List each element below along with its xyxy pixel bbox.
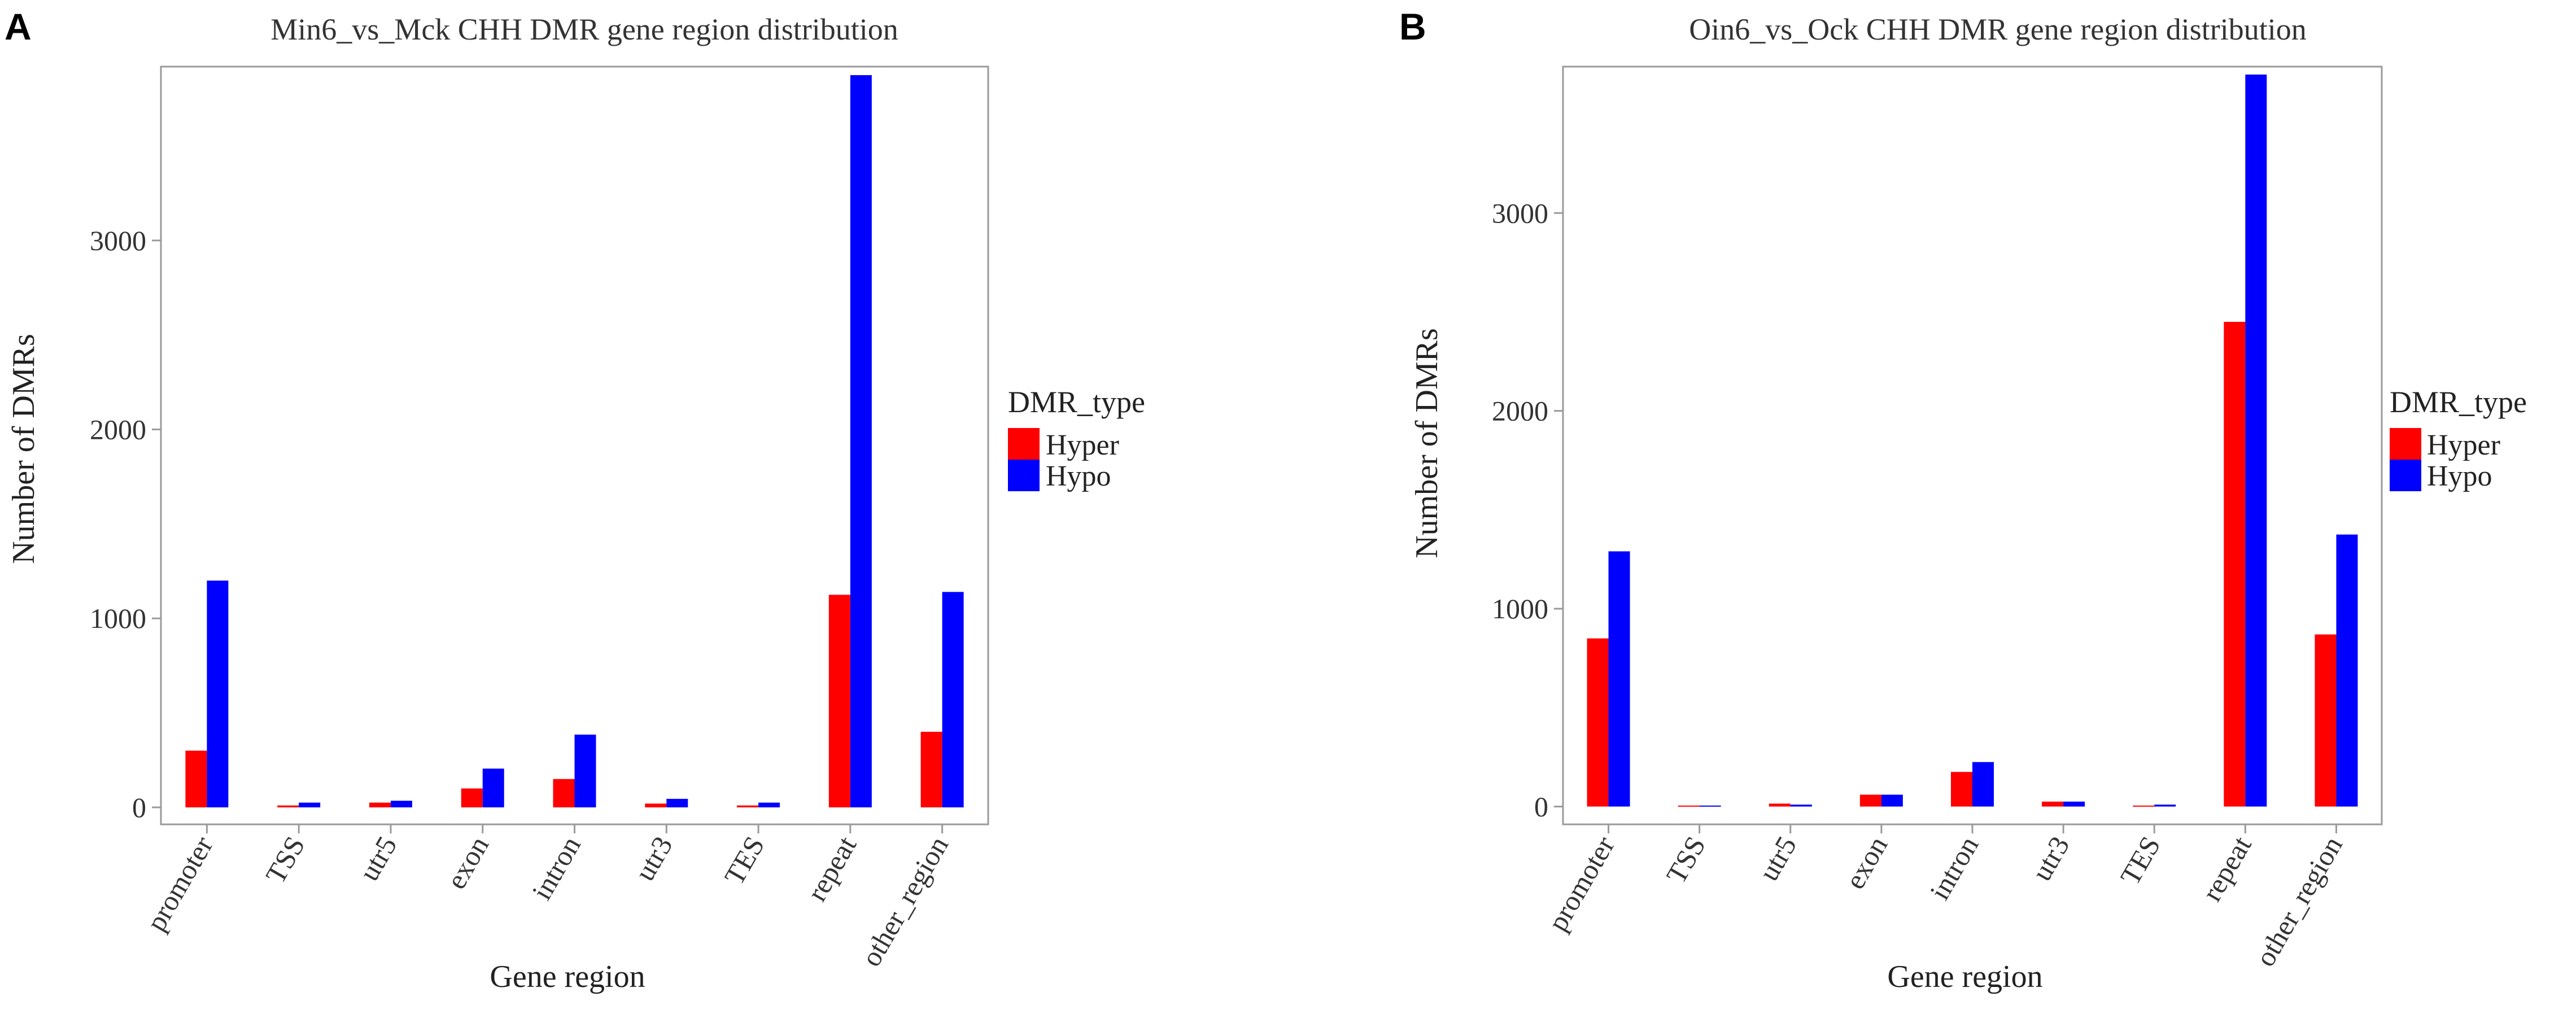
bar-hyper-repeat <box>828 595 850 807</box>
legend-swatch-hyper <box>2390 428 2421 460</box>
x-tick-label: TES <box>2114 831 2167 890</box>
bar-hyper-TSS <box>277 805 299 807</box>
legend-label-hyper: Hyper <box>2427 429 2500 461</box>
bar-hyper-utr3 <box>645 803 667 807</box>
bar-hypo-exon <box>482 768 504 807</box>
panel-letter: A <box>5 6 32 47</box>
x-tick-label: TES <box>718 831 771 890</box>
bar-hyper-intron <box>553 779 575 807</box>
x-axis: promoter TSS utr5 exon intron utr3 TES repeatot… <box>140 824 954 972</box>
y-tick-label: 2000 <box>90 414 146 445</box>
bar-hyper-utr3 <box>2042 801 2064 807</box>
legend: DMR_type Hyper Hypo <box>2390 385 2527 492</box>
x-tick-label: promoter <box>140 831 219 936</box>
y-tick-label: 1000 <box>1492 593 1548 624</box>
y-tick-label: 3000 <box>90 225 146 256</box>
bar-hypo-utr5 <box>390 801 412 807</box>
x-tick-label: other_region <box>2249 831 2348 972</box>
x-axis: promoter TSS utr5 exon intron utr3 TES repeatot… <box>1542 824 2348 972</box>
bar-hypo-TSS <box>1699 805 1721 807</box>
legend-title: DMR_type <box>2390 385 2527 419</box>
y-tick-label: 0 <box>132 792 146 823</box>
bar-hypo-TES <box>2154 804 2176 807</box>
bar-hyper-utr5 <box>1769 803 1791 807</box>
x-tick-label: intron <box>526 831 587 905</box>
bar-hypo-utr3 <box>666 798 688 807</box>
bar-hyper-other_region <box>920 732 942 807</box>
y-axis: 0 1000 2000 3000 <box>90 225 161 823</box>
x-tick-label: exon <box>440 831 495 894</box>
bar-hypo-utr5 <box>1790 804 1812 807</box>
x-tick-label: utr5 <box>1753 831 1803 886</box>
y-tick-label: 1000 <box>90 602 146 634</box>
bar-hypo-exon <box>1881 794 1903 807</box>
x-tick-label: repeat <box>2195 831 2258 906</box>
bar-hyper-promoter <box>185 750 207 807</box>
bar-hyper-exon <box>461 788 483 807</box>
chart-title: Min6_vs_Mck CHH DMR gene region distribu… <box>270 12 898 46</box>
x-tick-label: repeat <box>801 831 863 906</box>
bar-hyper-TSS <box>1678 805 1700 807</box>
x-axis-label: Gene region <box>490 959 645 994</box>
legend-title: DMR_type <box>1008 385 1145 419</box>
legend-swatch-hyper <box>1008 428 1040 460</box>
bar-hyper-other_region <box>2315 634 2337 807</box>
bar-hypo-intron <box>1972 762 1994 807</box>
bar-hyper-TES <box>737 805 759 807</box>
y-tick-label: 0 <box>1534 790 1548 822</box>
bar-hypo-promoter <box>1608 551 1630 807</box>
panel-a: A Min6_vs_Mck CHH DMR gene region distri… <box>5 6 1145 994</box>
x-tick-label: exon <box>1839 831 1893 894</box>
legend-swatch-hypo <box>2390 460 2421 491</box>
panel-letter: B <box>1399 6 1426 47</box>
bar-hypo-other_region <box>2336 534 2358 807</box>
bars <box>185 75 964 807</box>
bar-hypo-other_region <box>942 592 964 807</box>
bar-hypo-repeat <box>850 75 872 807</box>
x-tick-label: intron <box>1923 831 1984 905</box>
x-tick-label: utr5 <box>353 831 403 886</box>
x-tick-label: TSS <box>1660 831 1712 889</box>
x-tick-label: promoter <box>1542 831 1621 936</box>
bar-hyper-exon <box>1859 794 1881 807</box>
bar-hypo-utr3 <box>2063 801 2085 807</box>
y-axis: 0 1000 2000 3000 <box>1492 197 1563 822</box>
y-tick-label: 2000 <box>1492 395 1548 427</box>
bar-hyper-intron <box>1951 772 1972 807</box>
legend-label-hypo: Hypo <box>1046 460 1111 492</box>
legend-label-hyper: Hyper <box>1046 429 1119 461</box>
y-axis-label: Number of DMRs <box>6 334 41 564</box>
legend-swatch-hypo <box>1008 460 1040 491</box>
bar-hyper-repeat <box>2224 322 2246 807</box>
x-tick-label: TSS <box>259 831 311 889</box>
chart-title: Oin6_vs_Ock CHH DMR gene region distribu… <box>1689 12 2306 46</box>
x-tick-label: other_region <box>855 831 954 972</box>
bar-hypo-promoter <box>207 580 229 807</box>
bar-hyper-TES <box>2133 805 2155 807</box>
x-axis-label: Gene region <box>1887 959 2042 994</box>
legend: DMR_type Hyper Hypo <box>1008 385 1145 492</box>
bar-hyper-promoter <box>1587 638 1609 807</box>
bars <box>1587 75 2358 807</box>
bar-hypo-intron <box>574 735 596 807</box>
x-tick-label: utr3 <box>2025 831 2076 886</box>
x-tick-label: utr3 <box>628 831 679 886</box>
panel-b: B Oin6_vs_Ock CHH DMR gene region distri… <box>1399 6 2527 994</box>
bar-hypo-TSS <box>299 802 321 807</box>
y-tick-label: 3000 <box>1492 197 1548 229</box>
bar-hyper-utr5 <box>369 802 391 807</box>
y-axis-label: Number of DMRs <box>1409 328 1444 558</box>
legend-label-hypo: Hypo <box>2427 460 2492 492</box>
bar-hypo-TES <box>758 802 780 807</box>
bar-hypo-repeat <box>2245 75 2267 807</box>
